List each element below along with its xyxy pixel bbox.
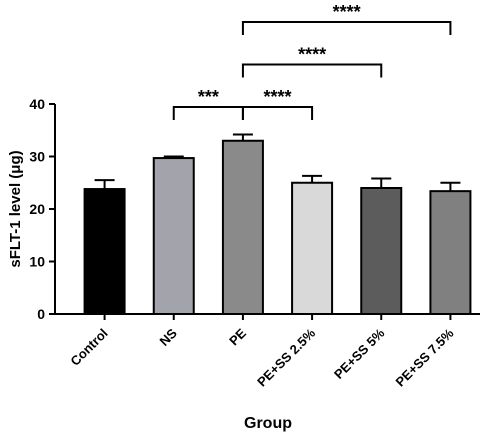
significance-label: **** — [263, 87, 291, 107]
error-bar — [94, 179, 115, 190]
x-tick-label: PE+SS 5% — [331, 325, 388, 382]
bar — [221, 139, 264, 315]
significance-bracket — [241, 63, 383, 78]
error-bar — [440, 181, 461, 192]
x-tick-label: Control — [67, 326, 110, 369]
x-tick-label: NS — [156, 325, 180, 349]
bar — [429, 190, 472, 315]
significance-bracket — [172, 106, 244, 120]
bar — [83, 188, 126, 315]
error-bar — [232, 133, 253, 141]
y-tick-label: 0 — [37, 306, 45, 322]
significance-bracket — [241, 106, 314, 120]
y-tick-label: 10 — [29, 254, 45, 270]
x-axis-label: Group — [244, 415, 292, 432]
bar — [360, 187, 403, 315]
x-tick-label: PE — [226, 325, 249, 348]
y-axis-label: sFLT-1 level (μg) — [7, 150, 24, 267]
y-tick-label: 40 — [29, 96, 45, 112]
x-tick-label: PE+SS 7.5% — [393, 325, 457, 389]
significance-label: **** — [298, 45, 326, 65]
error-bar — [302, 174, 323, 183]
y-tick-label: 20 — [29, 201, 45, 217]
significance-label: *** — [198, 87, 219, 107]
y-tick-label: 30 — [29, 149, 45, 165]
bar — [152, 157, 195, 315]
significance-label: **** — [333, 2, 361, 22]
x-tick-label: PE+SS 2.5% — [254, 325, 318, 389]
error-bar — [163, 155, 184, 159]
significance-bracket — [241, 21, 452, 35]
bar — [291, 181, 334, 315]
error-bar — [371, 177, 392, 188]
